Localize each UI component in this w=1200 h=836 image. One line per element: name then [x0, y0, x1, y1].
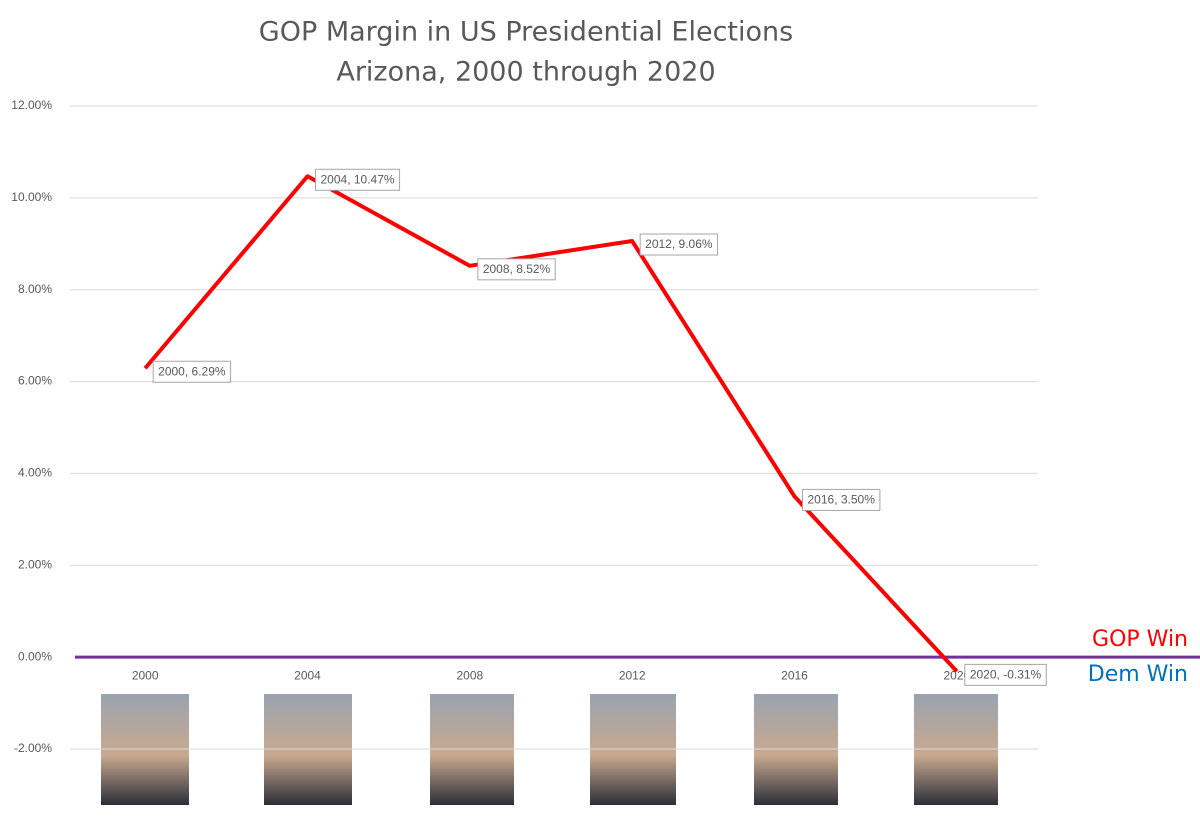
- y-tick-label: 8.00%: [18, 282, 52, 296]
- data-label: 2004, 10.47%: [315, 168, 401, 191]
- data-label-text: 2004, 10.47%: [321, 172, 395, 186]
- x-tick-label: 2016: [781, 668, 808, 682]
- y-tick-label: 2.00%: [18, 557, 52, 571]
- x-tick-label: 2008: [456, 668, 483, 682]
- chart-title: GOP Margin in US Presidential Elections: [259, 17, 793, 48]
- data-label: 2012, 9.06%: [639, 233, 719, 256]
- y-tick-label: -2.00%: [14, 741, 52, 755]
- y-tick-label: 10.00%: [11, 190, 52, 204]
- data-label-box: [477, 258, 556, 281]
- data-label-text: 2016, 3.50%: [808, 493, 876, 507]
- data-label-box: [152, 360, 232, 383]
- x-tick-label: 2012: [619, 668, 646, 682]
- annotation: GOP Win: [1092, 627, 1188, 652]
- y-tick-label: 0.00%: [18, 649, 52, 663]
- data-label-box: [964, 663, 1047, 686]
- data-label-text: 2012, 9.06%: [645, 237, 713, 251]
- y-tick-label: 12.00%: [11, 98, 52, 112]
- x-tick-label: 2020: [943, 668, 970, 682]
- data-label-box: [802, 488, 881, 511]
- data-label-box: [639, 233, 719, 256]
- data-label-text: 2008, 8.52%: [483, 262, 551, 276]
- x-tick-label: 2004: [294, 668, 321, 682]
- chart-subtitle: Arizona, 2000 through 2020: [336, 57, 715, 88]
- data-label: 2008, 8.52%: [477, 258, 556, 281]
- data-label: 2020, -0.31%: [964, 663, 1047, 686]
- y-tick-label: 6.00%: [18, 374, 52, 388]
- x-tick-label: 2000: [132, 668, 159, 682]
- data-line: [143, 174, 959, 673]
- data-label-text: 2000, 6.29%: [158, 364, 226, 378]
- y-tick-label: 4.00%: [18, 466, 52, 480]
- data-label: 2000, 6.29%: [152, 360, 232, 383]
- data-label-text: 2020, -0.31%: [970, 668, 1042, 682]
- annotation: Dem Win: [1088, 662, 1188, 687]
- data-label-box: [315, 168, 401, 191]
- data-label: 2016, 3.50%: [802, 488, 881, 511]
